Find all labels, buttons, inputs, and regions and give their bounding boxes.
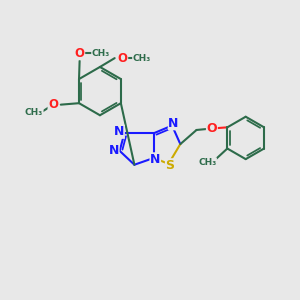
Text: CH₃: CH₃ — [133, 54, 151, 63]
Text: N: N — [114, 125, 124, 138]
Text: O: O — [206, 122, 217, 135]
Text: CH₃: CH₃ — [25, 108, 43, 117]
Text: O: O — [48, 98, 58, 111]
Text: O: O — [75, 46, 85, 60]
Text: CH₃: CH₃ — [92, 49, 110, 58]
Text: S: S — [166, 159, 175, 172]
Text: CH₃: CH₃ — [198, 158, 216, 167]
Text: N: N — [109, 144, 119, 158]
Text: N: N — [150, 153, 160, 166]
Text: O: O — [118, 52, 128, 64]
Text: N: N — [168, 117, 179, 130]
